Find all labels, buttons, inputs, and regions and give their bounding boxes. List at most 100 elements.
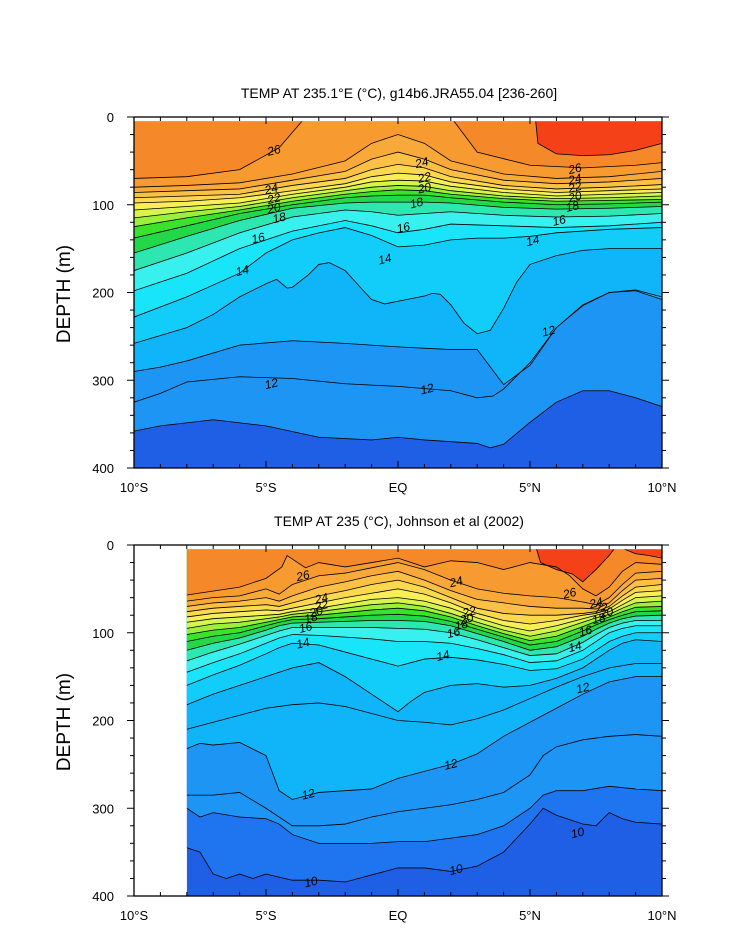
svg-text:14: 14: [377, 251, 394, 268]
contour-label: 22: [460, 603, 478, 620]
isotherm-line: [186, 606, 663, 642]
contour-label: 12: [300, 786, 317, 803]
y-tick-label: 300: [92, 373, 114, 388]
svg-text:24: 24: [587, 594, 605, 611]
contour-label: 12: [263, 375, 280, 392]
contour-label: 16: [577, 623, 594, 640]
svg-text:10: 10: [448, 861, 465, 878]
panel-observations-title: TEMP AT 235 (°C), Johnson et al (2002): [274, 513, 524, 529]
svg-text:18: 18: [453, 616, 470, 633]
contour-field: [186, 549, 663, 896]
contour-label: 22: [265, 190, 283, 207]
contour-label: 16: [445, 624, 462, 641]
contour-label: 14: [295, 635, 312, 652]
y-tick-label: 200: [92, 286, 114, 301]
svg-text:16: 16: [250, 230, 267, 247]
isotherm-line: [186, 600, 663, 637]
isotherm-line: [536, 549, 663, 583]
panel-observations-ylabel: DEPTH (m): [54, 673, 75, 771]
isotherm-line: [186, 785, 663, 844]
svg-text:10: 10: [569, 824, 586, 841]
isotherm-line: [134, 121, 303, 179]
svg-text:26: 26: [294, 567, 312, 584]
isotherm-line: [134, 390, 662, 449]
contour-label: 26: [566, 160, 584, 177]
isotherm-line: [134, 172, 662, 204]
svg-text:10: 10: [303, 873, 320, 890]
svg-text:18: 18: [271, 209, 288, 226]
contour-label: 14: [377, 251, 394, 268]
svg-text:18: 18: [408, 195, 425, 212]
svg-text:12: 12: [443, 756, 460, 773]
isotherm-line: [186, 807, 663, 883]
contour-label: 12: [540, 323, 557, 340]
y-tick-label: 100: [92, 626, 114, 641]
contour-label: 24: [312, 590, 330, 607]
isotherm-line: [134, 248, 662, 344]
contour-label: 12: [419, 381, 436, 398]
svg-text:12: 12: [263, 375, 280, 392]
isotherm-line: [134, 185, 662, 219]
svg-text:12: 12: [300, 786, 317, 803]
isotherm-line: [186, 595, 663, 632]
contour-label: 18: [590, 610, 607, 627]
contour-label: 14: [234, 262, 251, 279]
x-tick-label: 5°S: [255, 908, 276, 923]
svg-text:26: 26: [560, 585, 578, 602]
svg-text:20: 20: [457, 610, 475, 627]
contour-label: 12: [443, 756, 460, 773]
svg-text:16: 16: [297, 619, 314, 636]
svg-text:24: 24: [312, 590, 330, 607]
isotherm-line: [186, 614, 663, 651]
svg-text:20: 20: [566, 188, 584, 205]
svg-text:18: 18: [303, 609, 320, 626]
x-tick-label: 5°N: [519, 480, 541, 495]
y-tick-label: 200: [92, 714, 114, 729]
svg-text:12: 12: [575, 680, 592, 697]
isotherm-line: [186, 610, 663, 646]
contour-label: 22: [312, 597, 330, 614]
isotherm-line: [186, 663, 662, 730]
contour-label: 20: [307, 603, 325, 620]
svg-text:14: 14: [524, 232, 541, 249]
svg-text:14: 14: [234, 262, 251, 279]
svg-text:20: 20: [265, 200, 283, 217]
contour-label: 24: [447, 573, 465, 590]
contour-label: 16: [297, 619, 314, 636]
contour-label: 20: [457, 610, 475, 627]
contour-label: 16: [551, 212, 568, 229]
contour-label: 10: [569, 824, 586, 841]
svg-text:20: 20: [597, 604, 615, 621]
contour-label: 12: [575, 680, 592, 697]
isotherm-line: [186, 562, 663, 606]
y-tick-label: 400: [92, 461, 114, 476]
contour-label: 14: [567, 638, 584, 655]
isotherm-line: [186, 734, 663, 827]
panel-model-title: TEMP AT 235.1°E (°C), g14b6.JRA55.04 [23…: [241, 85, 557, 101]
isotherm-line: [134, 220, 662, 292]
y-tick-label: 400: [92, 889, 114, 904]
contour-label: 24: [262, 180, 280, 197]
isotherm-line: [134, 289, 662, 403]
isotherm-line: [186, 676, 662, 800]
isotherm-line: [134, 290, 662, 386]
svg-text:26: 26: [566, 160, 584, 177]
svg-text:24: 24: [447, 573, 465, 590]
contour-label: 14: [524, 232, 541, 249]
svg-text:22: 22: [265, 190, 283, 207]
contour-label: 10: [303, 873, 320, 890]
isotherm-line: [134, 189, 662, 228]
x-tick-label: 10°N: [647, 908, 676, 923]
contour-label: 26: [560, 585, 578, 602]
svg-text:22: 22: [592, 600, 610, 617]
svg-text:26: 26: [265, 142, 283, 159]
svg-text:12: 12: [540, 323, 557, 340]
contour-field: [134, 121, 662, 468]
y-tick-label: 100: [92, 198, 114, 213]
contour-label: 18: [453, 616, 470, 633]
contour-label: 18: [271, 209, 288, 226]
contour-label: 26: [265, 142, 283, 159]
svg-text:16: 16: [577, 623, 594, 640]
svg-text:16: 16: [395, 219, 412, 236]
